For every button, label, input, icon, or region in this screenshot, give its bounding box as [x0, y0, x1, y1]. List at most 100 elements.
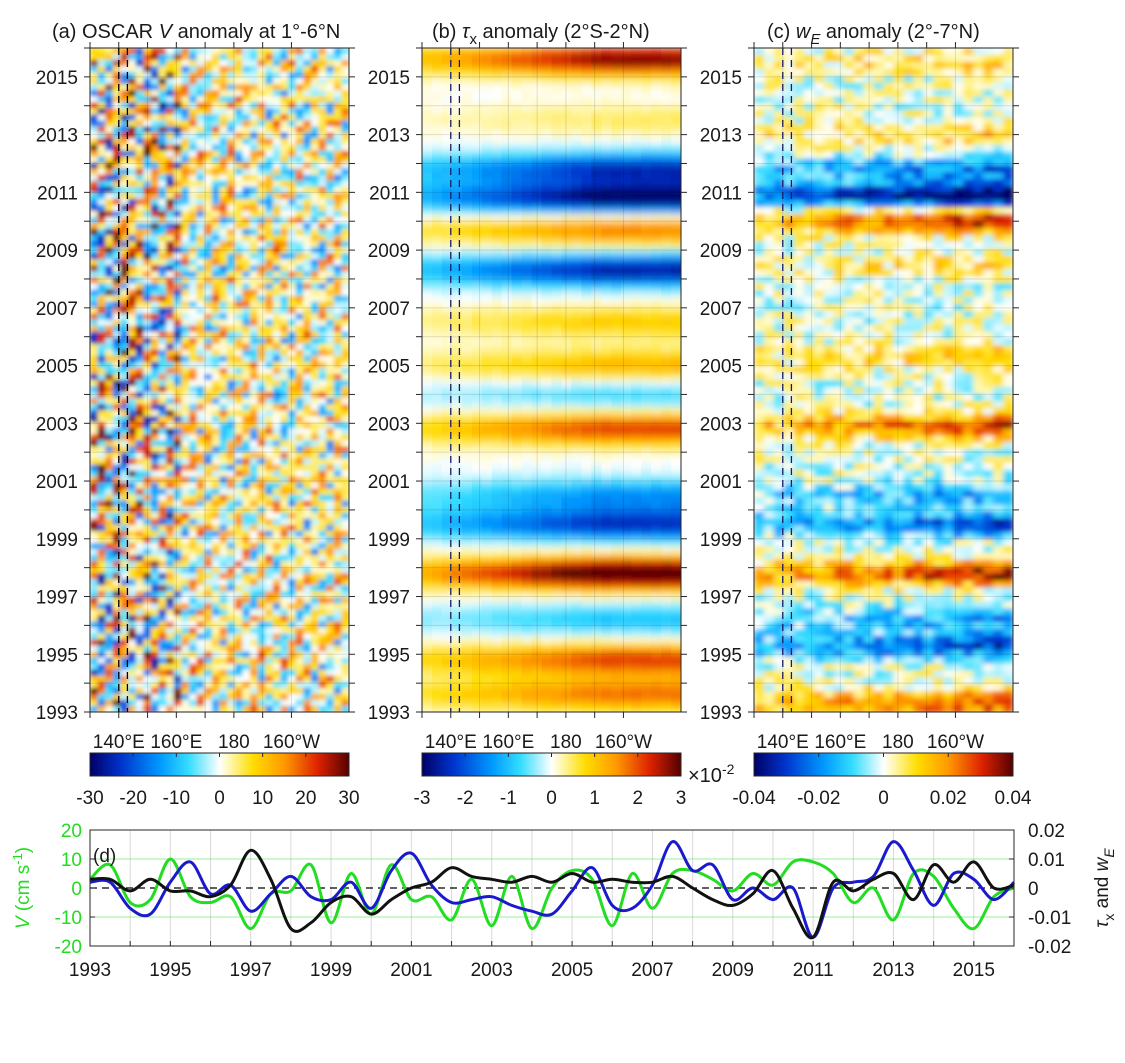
- heatmap-cell: [204, 410, 213, 418]
- heatmap-cell: [105, 512, 114, 520]
- heatmap-cell: [112, 446, 122, 454]
- heatmap-cell: [303, 500, 312, 508]
- heatmap-cell: [471, 96, 483, 105]
- heatmap-cell: [204, 579, 213, 587]
- heatmap-cell: [181, 174, 190, 182]
- heatmap-cell: [551, 137, 563, 146]
- heatmap-cell: [581, 303, 593, 312]
- heatmap-cell: [120, 198, 129, 206]
- heatmap-cell: [318, 343, 327, 351]
- heatmap-cell: [571, 131, 583, 139]
- heatmap-cell: [112, 162, 122, 170]
- heatmap-cell: [234, 373, 244, 381]
- heatmap-cell: [521, 331, 533, 340]
- heatmap-cell: [318, 72, 327, 79]
- heatmap-cell: [234, 186, 244, 194]
- heatmap-cell: [143, 295, 152, 303]
- heatmap-cell: [295, 579, 305, 587]
- heatmap-cell: [181, 84, 190, 92]
- heatmap-cell: [641, 269, 652, 278]
- heatmap-cell: [249, 446, 259, 454]
- heatmap-cell: [227, 573, 236, 580]
- heatmap-cell: [120, 253, 129, 261]
- heatmap-cell: [310, 639, 320, 647]
- heatmap-cell: [211, 416, 221, 424]
- heatmap-cell: [501, 89, 513, 98]
- heatmap-cell: [561, 310, 573, 319]
- heatmap-cell: [257, 319, 267, 327]
- heatmap-cell: [143, 307, 152, 315]
- heatmap-cell: [90, 223, 99, 230]
- heatmap-cell: [333, 319, 343, 327]
- heatmap-cell: [431, 283, 443, 291]
- heatmap-cell: [249, 253, 259, 261]
- heatmap-cell: [166, 235, 175, 242]
- heatmap-cell: [541, 193, 553, 201]
- heatmap-cell: [326, 120, 335, 128]
- heatmap-cell: [158, 223, 167, 230]
- heatmap-cell: [227, 126, 236, 134]
- heatmap-cell: [135, 349, 145, 357]
- heatmap-cell: [158, 542, 167, 550]
- heatmap-cell: [135, 422, 145, 430]
- heatmap-cell: [265, 72, 274, 79]
- heatmap-cell: [150, 343, 160, 351]
- heatmap-cell: [571, 193, 583, 201]
- heatmap-cell: [150, 235, 160, 242]
- heatmap-cell: [257, 331, 267, 339]
- heatmap-cell: [661, 186, 672, 195]
- heatmap-cell: [571, 207, 583, 215]
- heatmap-cell: [97, 530, 107, 538]
- heatmap-cell: [318, 663, 327, 671]
- heatmap-cell: [601, 179, 613, 188]
- heatmap-cell: [280, 337, 289, 345]
- heatmap-cell: [280, 633, 289, 641]
- heatmap-cell: [471, 82, 483, 91]
- heatmap-cell: [173, 705, 183, 712]
- heatmap-cell: [166, 530, 175, 538]
- heatmap-cell: [257, 446, 267, 454]
- heatmap-cell: [318, 416, 327, 424]
- heatmap-cell: [661, 338, 672, 347]
- heatmap-cell: [641, 317, 652, 326]
- heatmap-cell: [242, 313, 251, 321]
- heatmap-cell: [181, 428, 190, 436]
- heatmap-cell: [288, 663, 297, 671]
- heatmap-cell: [310, 579, 320, 587]
- heatmap-cell: [128, 235, 137, 242]
- heatmap-cell: [128, 380, 137, 387]
- heatmap-cell: [120, 102, 129, 110]
- heatmap-cell: [551, 124, 563, 132]
- heatmap-cell: [431, 276, 443, 284]
- heatmap-cell: [326, 229, 335, 236]
- heatmap-cell: [288, 210, 297, 218]
- heatmap-cell: [150, 78, 160, 86]
- heatmap-cell: [150, 223, 160, 230]
- heatmap-cell: [112, 567, 122, 574]
- heatmap-cell: [128, 506, 137, 514]
- heatmap-cell: [211, 331, 221, 339]
- heatmap-cell: [431, 207, 443, 215]
- heatmap-cell: [671, 179, 681, 188]
- heatmap-cell: [341, 259, 349, 267]
- heatmap-cell: [631, 227, 642, 236]
- heatmap-cell: [431, 234, 443, 243]
- heatmap-cell: [189, 464, 198, 472]
- heatmap-cell: [196, 138, 206, 146]
- heatmap-cell: [511, 207, 523, 215]
- heatmap-cell: [143, 591, 152, 599]
- heatmap-cell: [621, 193, 632, 201]
- heatmap-cell: [481, 89, 493, 98]
- heatmap-cell: [318, 446, 327, 454]
- heatmap-cell: [204, 470, 213, 478]
- heatmap-cell: [671, 82, 681, 91]
- heatmap-cell: [128, 524, 137, 532]
- heatmap-cell: [341, 392, 349, 399]
- heatmap-cell: [272, 669, 282, 677]
- heatmap-cell: [272, 235, 282, 242]
- heatmap-cell: [97, 192, 107, 200]
- heatmap-cell: [318, 331, 327, 339]
- heatmap-cell: [295, 132, 305, 140]
- heatmap-cell: [581, 317, 593, 326]
- heatmap-cell: [303, 150, 312, 158]
